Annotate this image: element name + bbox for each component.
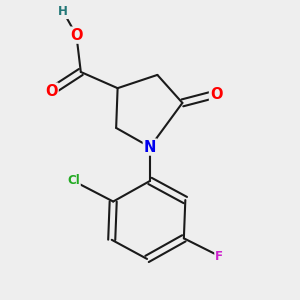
Text: O: O (210, 87, 223, 102)
Text: O: O (45, 84, 58, 99)
Text: N: N (144, 140, 156, 154)
Text: H: H (58, 5, 68, 18)
Text: F: F (215, 250, 223, 262)
Text: O: O (70, 28, 82, 43)
Text: Cl: Cl (67, 174, 80, 188)
